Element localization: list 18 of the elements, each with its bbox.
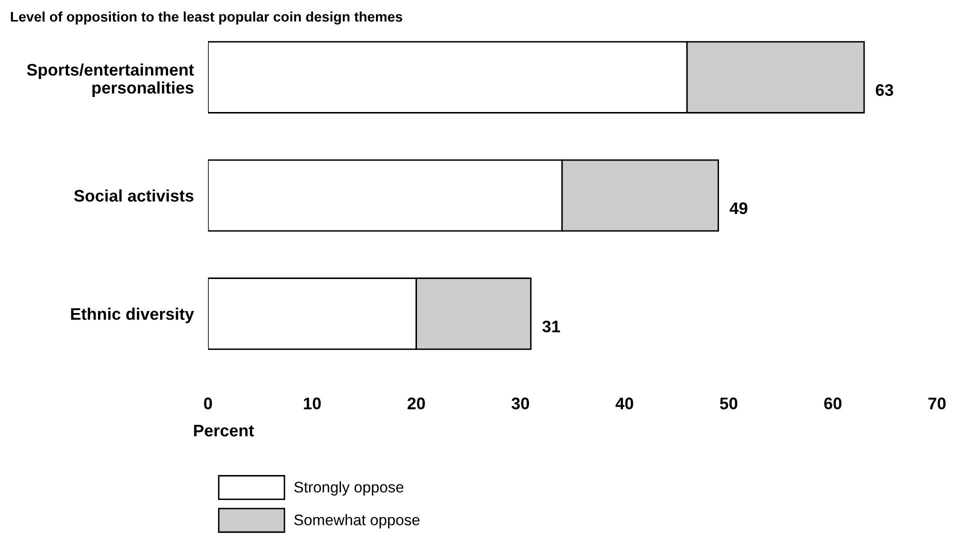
- legend-label: Strongly oppose: [294, 481, 404, 496]
- chart-title: Level of opposition to the least popular coin design themes: [10, 11, 402, 25]
- x-tick-label: 50: [720, 398, 738, 410]
- x-tick-label: 0: [204, 398, 212, 410]
- x-tick-label: 70: [928, 398, 946, 410]
- total-label: 49: [730, 202, 748, 214]
- x-tick-label: 40: [616, 398, 634, 410]
- x-tick-label: 20: [408, 398, 425, 410]
- legend-label: Somewhat oppose: [294, 514, 420, 528]
- total-label: 63: [876, 84, 894, 96]
- y-tick-label: Ethnic diversity: [71, 308, 194, 324]
- x-tick-label: 30: [512, 398, 530, 410]
- total-label: 31: [542, 320, 560, 332]
- x-axis-title: Percent: [194, 424, 254, 436]
- x-tick-label: 10: [304, 398, 321, 410]
- y-tick-label: Social activists: [74, 189, 194, 202]
- y-tick-label: Sports/entertainment personalities: [26, 63, 194, 97]
- x-tick-label: 60: [824, 398, 842, 410]
